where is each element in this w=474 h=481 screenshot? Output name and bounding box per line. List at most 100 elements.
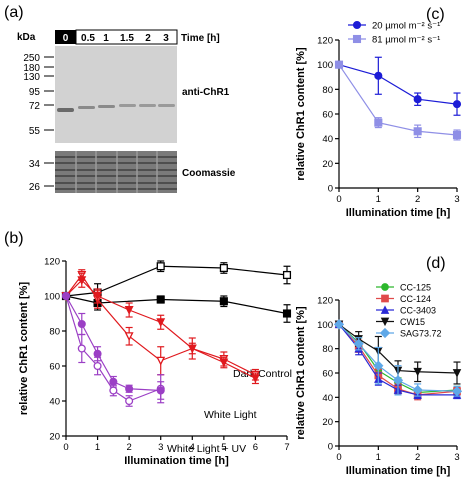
chart-b-xlabel: Illumination time [h] [124,455,229,467]
chart-b-series-5-line [65,295,161,392]
chart-d-xlabel: Illumination time [h] [346,465,451,477]
chart-c-ytick-label-20: 20 [322,159,333,170]
chart-b-ytick-label-100: 100 [44,292,60,303]
marker-55: 55 [29,126,41,137]
chart-d-series-4-line [338,323,458,392]
chart-c-legend-label-1: 81 µmol m⁻² s⁻¹ [372,35,440,46]
marker-72: 72 [29,101,41,112]
chart-c-series-1 [334,60,462,141]
chart-c-ytick-label-100: 100 [317,60,333,71]
lane-header-0-box [55,30,76,44]
chart-c-ylabel: relative ChR1 content [%] [295,47,307,181]
chart-c-ytick-label-0: 0 [328,184,333,195]
chart-b-series-5-point-1 [77,319,86,329]
chart-d-legend-marker-2 [380,305,390,314]
chart-b-xtick-label-6: 6 [253,442,258,453]
panel-label-c: (c) [426,6,445,23]
lane-header-frame [75,29,178,45]
chart-d-legend-label-1: CC-124 [400,294,431,304]
marker-26: 26 [29,182,41,193]
marker-ticks [44,56,54,187]
chart-d-legend-marker-3 [380,317,390,327]
chart-d-ylabel: relative ChR1 content [%] [295,306,307,440]
chart-c-ytick-label-120: 120 [317,36,333,47]
chart-c-xtick-label-0: 0 [336,194,341,205]
chart-d-legend-marker-0 [381,283,389,291]
chart-b-series-0-point-2 [156,262,165,271]
kda-label: kDa [17,32,36,43]
chart-d-series-0-line [338,323,458,394]
panel-label-b: (b) [4,230,24,247]
chart-b: Dark Control White Light White Light + U… [18,257,292,468]
chart-b-series-1 [61,291,292,323]
chart-b-series-5-point-0 [61,291,71,301]
lane-label-1.5: 1.5 [120,33,134,44]
chart-b-xtick-label-0: 0 [63,442,68,453]
chart-b-xtick-label-1: 1 [95,442,100,453]
chart-b-xtick-label-3: 3 [158,442,163,453]
chart-c-series-0-line [338,64,458,105]
chart-d-ytick-label-40: 40 [322,393,333,404]
marker-34: 34 [29,159,41,170]
chart-c-series-0-point-2 [413,95,422,104]
chart-b-series-3-point-2 [93,291,103,301]
chart-b-series-4 [61,291,165,407]
chart-d-legend-marker-4 [379,327,391,339]
chart-b-annotation-white-light: White Light [204,409,257,421]
chart-b-series-3-line [65,279,256,379]
chart-b-series-5-point-4 [125,384,134,393]
chart-b-series-3-point-3 [124,305,134,315]
chart-b-ytick-label-120: 120 [44,257,60,268]
chart-d-xtick-label-3: 3 [454,452,459,463]
chart-b-series-3 [61,272,260,385]
chart-b-series-5-point-2 [93,349,102,358]
chart-c-legend-marker-0 [352,20,362,30]
chart-c-xtick-label-1: 1 [376,194,381,205]
marker-130: 130 [23,72,40,83]
chart-c-series-1-line [338,64,458,136]
chart-b-series-2-point-3 [124,332,134,342]
chart-c-series-1-point-3 [452,130,462,140]
chart-c-series-0-point-1 [374,71,383,80]
marker-250: 250 [23,53,40,64]
chart-b-xtick-label-2: 2 [126,442,131,453]
chart-b-ytick-label-20: 20 [49,432,60,443]
lane-label-0: 0 [63,33,69,44]
chart-d-xtick-label-2: 2 [415,452,420,463]
panel-label-d: (d) [426,255,446,272]
chart-d-ytick-label-100: 100 [317,320,333,331]
chart-d-series-4 [333,319,463,397]
time-header-label: Time [h] [181,33,220,44]
chart-b-series-4-point-1 [77,344,86,353]
lane-label-0.5: 0.5 [81,33,95,44]
blot-membrane-top [55,46,177,143]
chart-b-ylabel: relative ChR1 content [%] [18,282,30,416]
chart-b-series-3-point-7 [250,374,260,384]
chart-d-legend-label-3: CW15 [400,317,425,327]
chart-d-xtick-label-1: 1 [376,452,381,463]
chart-b-series-1-point-4 [282,309,292,318]
chart-b-annotation-white-light-uv: White Light + UV [167,443,246,455]
chart-d-ytick-label-80: 80 [322,344,333,355]
chart-d-legend-label-0: CC-125 [400,283,431,293]
chart-b-ytick-label-40: 40 [49,397,60,408]
chart-d-legend-label-4: SAG73.72 [400,329,442,339]
chart-d-series-3-point-4 [413,367,422,377]
blot-panel: kDa 0 0.5 1 1.5 2 3 Time [h] 250 180 130… [17,29,236,193]
chart-b-series-0-point-3 [219,263,228,273]
chart-c-legend: 20 µmol m⁻² s⁻¹ 81 µmol m⁻² s⁻¹ [348,21,440,46]
chart-b-xtick-label-7: 7 [284,442,289,453]
chart-d-series-4-point-5 [451,386,463,397]
chart-b-series-4-point-3 [109,386,118,395]
chart-d-ytick-label-20: 20 [322,417,333,428]
coomassie-lane-gaps [75,151,158,193]
chart-b-series-0-point-4 [282,270,292,280]
chart-d-ytick-label-120: 120 [317,296,333,307]
chart-c-legend-marker-1 [352,34,362,44]
anti-chr1-label: anti-ChR1 [182,87,230,98]
chart-c-ytick-label-60: 60 [322,110,333,121]
chart-d-legend-marker-1 [381,294,389,303]
